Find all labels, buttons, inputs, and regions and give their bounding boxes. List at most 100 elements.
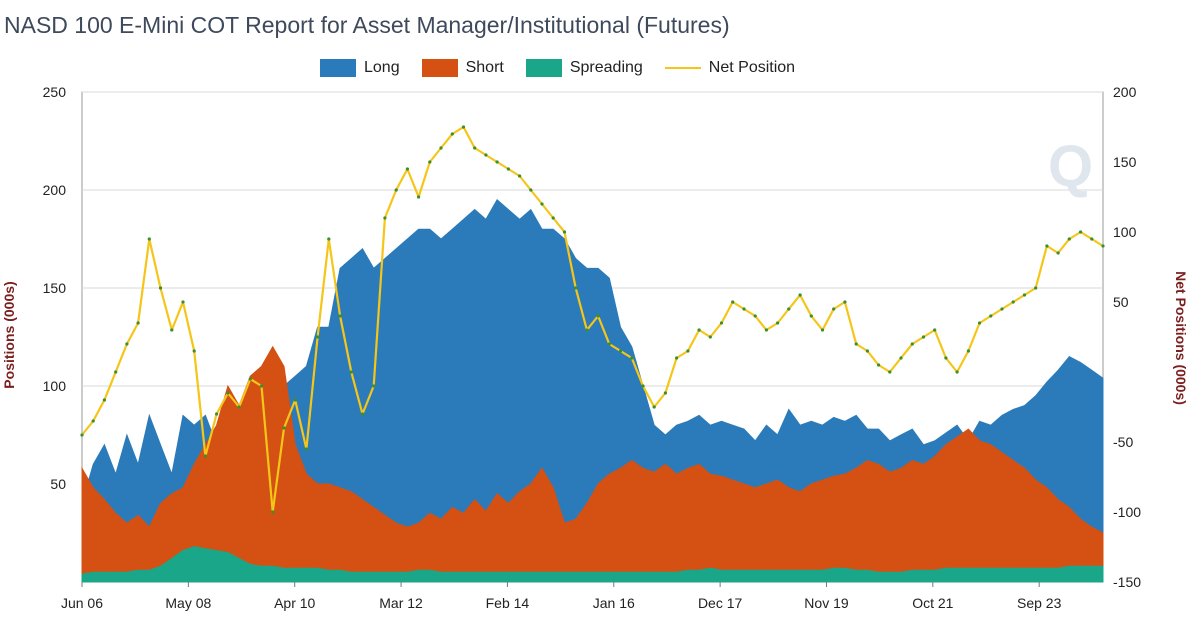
- x-tick-label: Feb 14: [486, 595, 530, 611]
- net-position-point: [327, 237, 331, 241]
- x-tick-label: Mar 12: [379, 595, 423, 611]
- net-position-point: [1022, 293, 1027, 297]
- net-position-point: [1090, 237, 1094, 241]
- net-position-point: [461, 125, 466, 129]
- net-position-point: [495, 160, 499, 164]
- net-position-point: [136, 321, 140, 325]
- net-position-point: [686, 349, 690, 353]
- net-position-point: [776, 321, 780, 325]
- legend-label-net-position: Net Position: [708, 59, 796, 76]
- net-position-point: [248, 377, 252, 381]
- net-position-point: [226, 391, 230, 395]
- net-position-point: [450, 132, 454, 136]
- net-position-point: [506, 167, 510, 171]
- net-position-point: [529, 188, 533, 192]
- y-right-tick-label: -150: [1113, 574, 1141, 590]
- net-position-point: [809, 314, 813, 318]
- net-position-point: [80, 433, 84, 437]
- legend-label-long: Long: [364, 59, 400, 76]
- net-position-point: [1034, 286, 1038, 290]
- net-position-point: [910, 342, 914, 346]
- x-tick-label: Nov 19: [804, 595, 849, 611]
- legend-item-net-position[interactable]: Net Position: [664, 59, 796, 77]
- net-position-point: [259, 384, 264, 388]
- net-position-point: [607, 342, 611, 346]
- legend-swatch-short: [421, 59, 458, 77]
- legend-swatch-net-position: [664, 59, 701, 77]
- net-position-point: [641, 384, 645, 388]
- net-position-point: [102, 398, 106, 402]
- net-position-point: [719, 321, 724, 325]
- y-right-tick-label: 150: [1113, 154, 1137, 170]
- net-position-point: [753, 314, 757, 318]
- net-position-point: [316, 335, 320, 339]
- net-position-point: [574, 286, 578, 290]
- net-position-point: [360, 412, 365, 416]
- net-position-point: [899, 356, 903, 360]
- legend-item-long[interactable]: Long: [320, 59, 400, 77]
- net-position-point: [439, 146, 443, 150]
- spreading-area: [81, 546, 1104, 583]
- net-position-point: [955, 370, 959, 374]
- y-left-tick-label: 200: [43, 182, 67, 198]
- net-position-point: [888, 370, 892, 374]
- y-right-tick-label: -100: [1113, 504, 1141, 520]
- y-right-tick-label: 200: [1113, 84, 1137, 100]
- net-position-point: [652, 405, 656, 409]
- net-position-point: [966, 349, 971, 353]
- y-axis-left-title: Positions (000s): [1, 281, 17, 388]
- net-position-point: [1079, 230, 1083, 234]
- x-tick-label: Oct 21: [912, 595, 953, 611]
- y-left-tick-label: 100: [43, 378, 67, 394]
- net-position-point: [742, 307, 746, 311]
- net-position-point: [428, 160, 432, 164]
- net-position-point: [170, 328, 174, 332]
- net-position-point: [293, 398, 297, 402]
- x-tick-label: Apr 10: [274, 595, 315, 611]
- y-left-tick-label: 250: [43, 84, 67, 100]
- net-position-point: [731, 300, 735, 304]
- net-position-point: [147, 237, 151, 241]
- net-position-point: [978, 321, 982, 325]
- net-position-point: [596, 314, 600, 318]
- net-position-point: [697, 328, 701, 332]
- line-layer: [80, 125, 1105, 514]
- net-position-point: [663, 391, 668, 395]
- x-tick-label: Jun 06: [61, 595, 103, 611]
- net-position-point: [181, 300, 185, 304]
- net-position-point: [1011, 300, 1015, 304]
- net-position-point: [843, 300, 847, 304]
- net-position-point: [877, 363, 881, 367]
- legend-item-spreading[interactable]: Spreading: [525, 59, 643, 77]
- x-tick-label: May 08: [165, 595, 211, 611]
- net-position-point: [282, 426, 286, 430]
- net-position-point: [630, 356, 634, 360]
- net-position-point: [618, 349, 623, 353]
- net-position-point: [215, 412, 219, 416]
- y-right-tick-label: 100: [1113, 224, 1137, 240]
- y-left-tick-label: 150: [43, 280, 67, 296]
- net-position-point: [237, 405, 241, 409]
- net-position-point: [798, 293, 802, 297]
- net-position-point: [921, 335, 926, 339]
- net-position-point: [675, 356, 679, 360]
- net-position-point: [383, 216, 387, 220]
- net-position-point: [1045, 244, 1049, 248]
- net-position-point: [551, 216, 555, 220]
- net-position-point: [820, 328, 825, 332]
- y-axis-right-title: Net Positions (000s): [1173, 271, 1189, 405]
- y-left-tick-label: 50: [50, 476, 66, 492]
- svg-text:Q: Q: [1048, 134, 1093, 199]
- net-position-point: [203, 454, 207, 458]
- net-position-point: [585, 328, 589, 332]
- net-position-point: [933, 328, 937, 332]
- net-position-point: [854, 342, 858, 346]
- net-position-point: [125, 342, 129, 346]
- net-position-point: [764, 328, 769, 332]
- legend-item-short[interactable]: Short: [421, 59, 504, 77]
- legend-label-short: Short: [465, 59, 504, 76]
- net-position-point: [832, 307, 836, 311]
- logo-watermark: Q: [1048, 134, 1093, 199]
- net-position-point: [708, 335, 712, 339]
